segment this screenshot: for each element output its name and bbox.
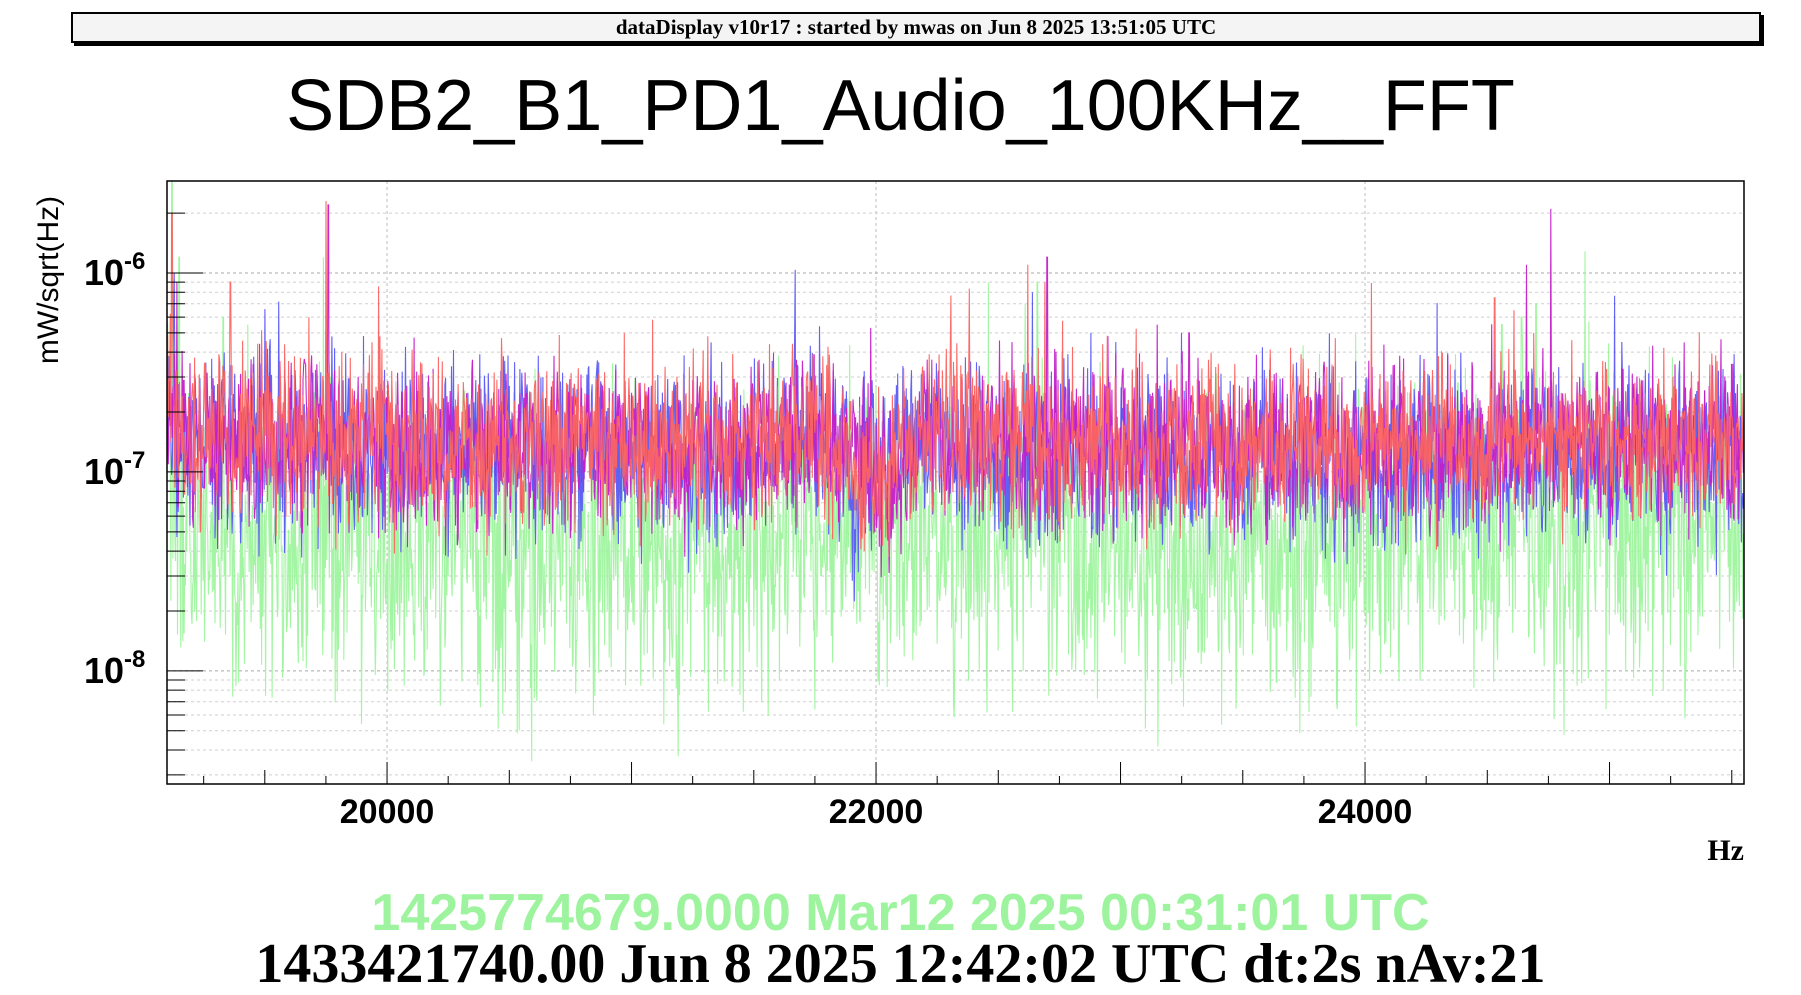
header-banner: dataDisplay v10r17 : started by mwas on … (71, 12, 1761, 43)
chart-title: SDB2_B1_PD1_Audio_100KHz__FFT (286, 66, 1515, 146)
fft-chart: 10-8 10-7 10-6 20000 22000 24000 Hz mW/sqrt(… (32, 180, 1745, 867)
y-axis-label: mW/sqrt(Hz) (32, 196, 65, 364)
reference-timestamp: 1425774679.0000 Mar12 2025 00:31:01 UTC (371, 884, 1430, 942)
x-axis-label: Hz (1707, 834, 1744, 867)
spectrum-trace-3 (167, 204, 1744, 578)
x-tick-label: 24000 (1318, 793, 1413, 831)
series-group (167, 181, 1744, 762)
y-tick-label: 10-6 (84, 248, 145, 293)
spectrum-trace-4 (167, 200, 1744, 558)
x-tick-label: 22000 (829, 793, 924, 831)
current-timestamp: 1433421740.00 Jun 8 2025 12:42:02 UTC dt… (255, 933, 1546, 995)
plot-frame (166, 180, 1745, 785)
y-tick-label: 10-7 (84, 447, 145, 492)
y-tick-label: 10-8 (84, 646, 145, 691)
x-tick-label: 20000 (340, 793, 435, 831)
axis-ticks (167, 212, 1733, 784)
y-tick-labels: 10-8 10-7 10-6 (84, 248, 145, 691)
x-tick-labels: 20000 22000 24000 (340, 793, 1413, 831)
